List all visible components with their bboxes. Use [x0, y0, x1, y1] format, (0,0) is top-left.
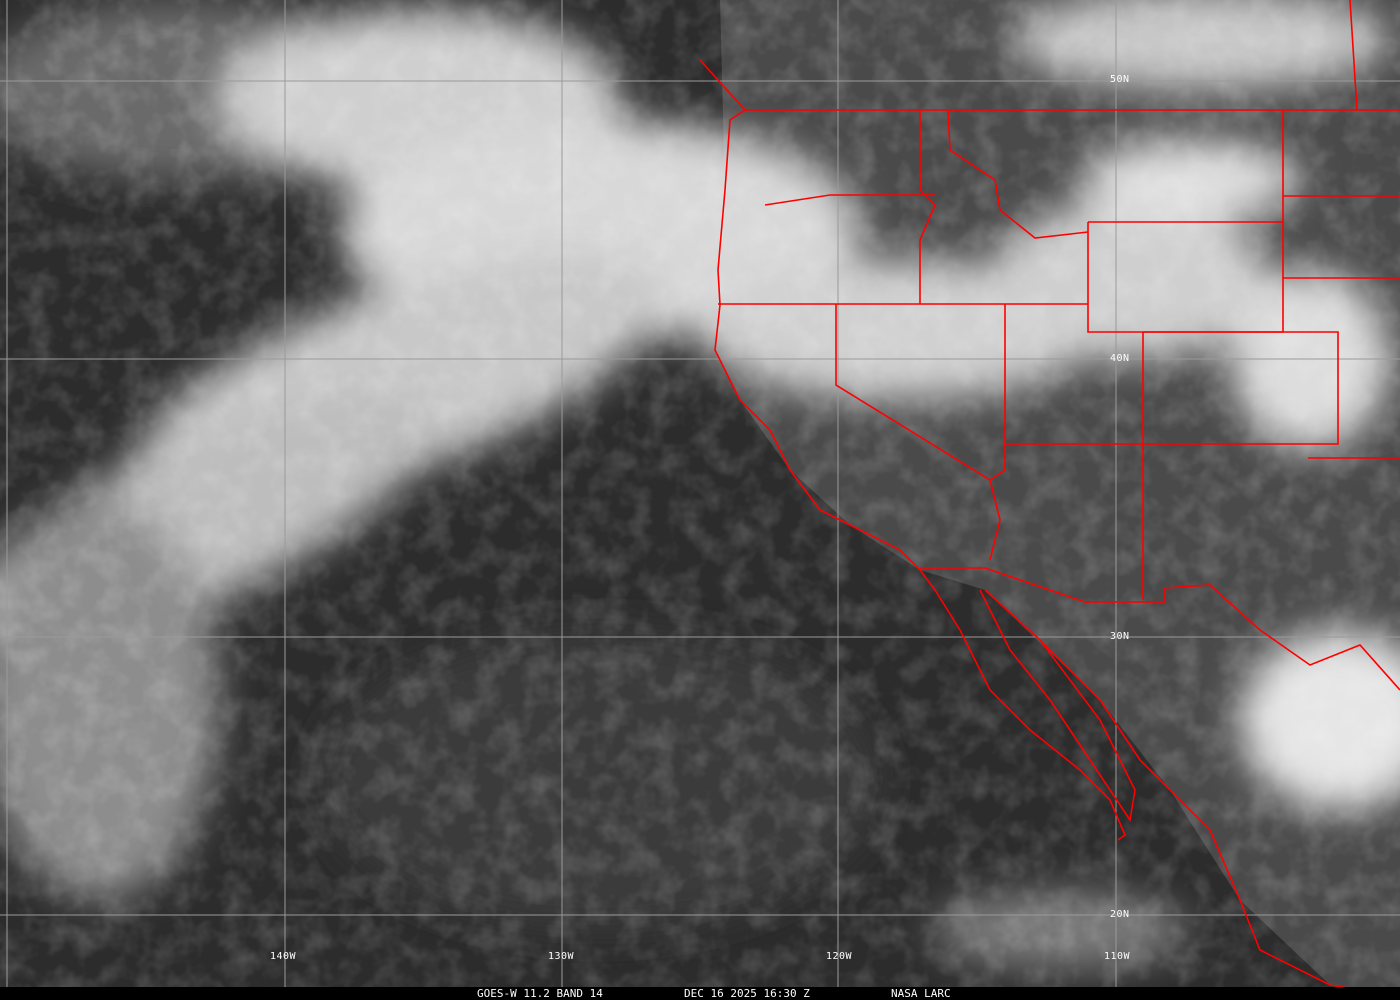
lon-label-120w: 120W	[826, 951, 853, 962]
lon-label-130w: 130W	[548, 951, 575, 962]
lat-label-40n: 40N	[1110, 353, 1130, 364]
political-borders	[699, 0, 1400, 991]
us-mexico-border	[920, 567, 1400, 691]
image-caption-bar: GOES-W 11.2 BAND 14 DEC 16 2025 16:30 Z …	[0, 987, 1400, 1000]
mainland-mexico-coast	[1039, 639, 1361, 991]
idaho-montana-border	[947, 109, 1089, 239]
caption-satellite: GOES-W 11.2 BAND 14	[477, 987, 603, 1000]
caption-source: NASA LARC	[891, 987, 951, 1000]
nv-east-border	[989, 304, 1006, 481]
lat-label-50n: 50N	[1110, 74, 1130, 85]
wa-or-border	[764, 194, 935, 206]
gulf-of-california-coast	[979, 589, 1136, 823]
colorado-border	[1005, 331, 1339, 445]
lat-label-20n: 20N	[1110, 909, 1130, 920]
caption-datetime: DEC 16 2025 16:30 Z	[684, 987, 810, 1000]
lon-label-110w: 110W	[1104, 951, 1131, 962]
idaho-west-border	[919, 110, 936, 304]
lon-label-140w: 140W	[270, 951, 297, 962]
lat-label-30n: 30N	[1110, 631, 1130, 642]
west-coastline	[699, 59, 1126, 841]
canada-province-border	[1349, 0, 1358, 111]
